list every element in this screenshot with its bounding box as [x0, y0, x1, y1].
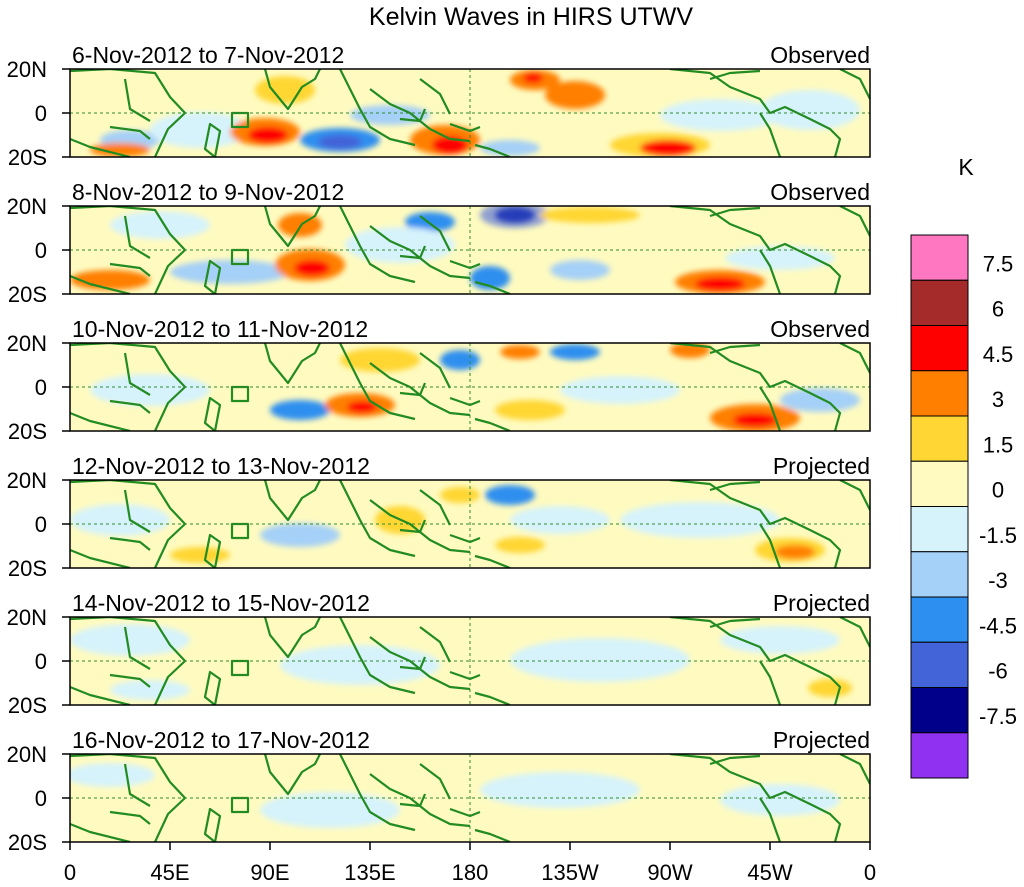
- panel-date-range: 12-Nov-2012 to 13-Nov-2012: [72, 453, 370, 479]
- latitude-label: 20S: [8, 145, 47, 170]
- colorbar-label: 3: [992, 387, 1004, 412]
- longitude-label: 0: [64, 860, 76, 885]
- map-panel-6: 16-Nov-2012 to 17-Nov-2012 Projected: [69, 727, 871, 843]
- latitude-label: 20N: [7, 468, 47, 493]
- longitude-label: 0: [864, 860, 876, 885]
- map-panel-5: 14-Nov-2012 to 15-Nov-2012 Projected: [69, 590, 871, 706]
- colorbar-swatch: [910, 415, 969, 462]
- longitude-label: 45W: [747, 860, 792, 885]
- colorbar-label: 0: [992, 478, 1004, 503]
- longitude-label: 180: [452, 860, 489, 885]
- latitude-label: 20S: [8, 282, 47, 307]
- latitude-label: 0: [35, 238, 47, 263]
- latitude-label: 20S: [8, 419, 47, 444]
- latitude-label: 20N: [7, 742, 47, 767]
- colorbar-label: -1.5: [979, 523, 1017, 548]
- colorbar-swatch: [910, 370, 969, 417]
- longitude-axis: 0 45E 90E 135E 180 135W 90W 45W 0: [64, 842, 876, 885]
- longitude-label: 45E: [150, 860, 189, 885]
- latitude-label: 20N: [7, 57, 47, 82]
- map-panel-1: 6-Nov-2012 to 7-Nov-2012 Observed: [69, 42, 871, 158]
- colorbar-label: -3: [988, 568, 1008, 593]
- colorbar-label: 7.5: [983, 251, 1014, 276]
- panel-date-range: 10-Nov-2012 to 11-Nov-2012: [72, 316, 368, 342]
- panel-date-range: 8-Nov-2012 to 9-Nov-2012: [72, 179, 344, 205]
- latitude-label: 0: [35, 786, 47, 811]
- colorbar-swatch: [910, 551, 969, 598]
- colorbar-label: -4.5: [979, 613, 1017, 638]
- latitude-label: 20N: [7, 194, 47, 219]
- colorbar-label: 1.5: [983, 432, 1014, 457]
- colorbar-label: 6: [992, 297, 1004, 322]
- colorbar-swatch: [910, 732, 969, 779]
- colorbar-swatch: [910, 687, 969, 734]
- map-panel-3: 10-Nov-2012 to 11-Nov-2012 Observed: [69, 316, 871, 432]
- panel-status: Observed: [770, 42, 870, 68]
- panel-status: Observed: [770, 316, 870, 342]
- longitude-label: 135W: [541, 860, 599, 885]
- colorbar-swatch: [910, 641, 969, 688]
- panel-status: Observed: [770, 179, 870, 205]
- colorbar-swatch: [910, 279, 969, 326]
- colorbar-swatch: [910, 325, 969, 372]
- latitude-label: 0: [35, 512, 47, 537]
- colorbar-swatch: [910, 460, 969, 507]
- panel-date-range: 14-Nov-2012 to 15-Nov-2012: [72, 590, 370, 616]
- colorbar-label: 4.5: [983, 342, 1014, 367]
- colorbar: K 7.5 6 4.5 3 1.5 0 -1.5 -3 -4.5 -6 -7.5: [910, 154, 1017, 779]
- figure-title: Kelvin Waves in HIRS UTWV: [369, 3, 693, 31]
- latitude-label: 0: [35, 101, 47, 126]
- panel-status: Projected: [773, 727, 870, 753]
- colorbar-swatch: [910, 506, 969, 553]
- colorbar-swatch: [910, 596, 969, 643]
- panel-date-range: 16-Nov-2012 to 17-Nov-2012: [72, 727, 370, 753]
- latitude-label: 20S: [8, 693, 47, 718]
- colorbar-label: -6: [988, 659, 1008, 684]
- colorbar-label: -7.5: [979, 704, 1017, 729]
- map-panel-4: 12-Nov-2012 to 13-Nov-2012 Projected: [69, 453, 871, 569]
- colorbar-units: K: [958, 154, 974, 180]
- panel-date-range: 6-Nov-2012 to 7-Nov-2012: [72, 42, 344, 68]
- latitude-label: 0: [35, 649, 47, 674]
- latitude-label: 0: [35, 375, 47, 400]
- colorbar-swatch: [910, 234, 969, 281]
- map-panel-2: 8-Nov-2012 to 9-Nov-2012 Observed: [69, 179, 871, 295]
- panel-status: Projected: [773, 590, 870, 616]
- latitude-label: 20S: [8, 830, 47, 855]
- longitude-label: 90E: [250, 860, 289, 885]
- longitude-label: 135E: [344, 860, 395, 885]
- latitude-label: 20S: [8, 556, 47, 581]
- panel-status: Projected: [773, 453, 870, 479]
- longitude-label: 90W: [647, 860, 692, 885]
- latitude-axis: 20N 0 20S 20N 0 20S 20N 0 20S 20N 0 20S 20N 0 20S 20N 0 2…: [7, 57, 70, 855]
- latitude-label: 20N: [7, 605, 47, 630]
- latitude-label: 20N: [7, 331, 47, 356]
